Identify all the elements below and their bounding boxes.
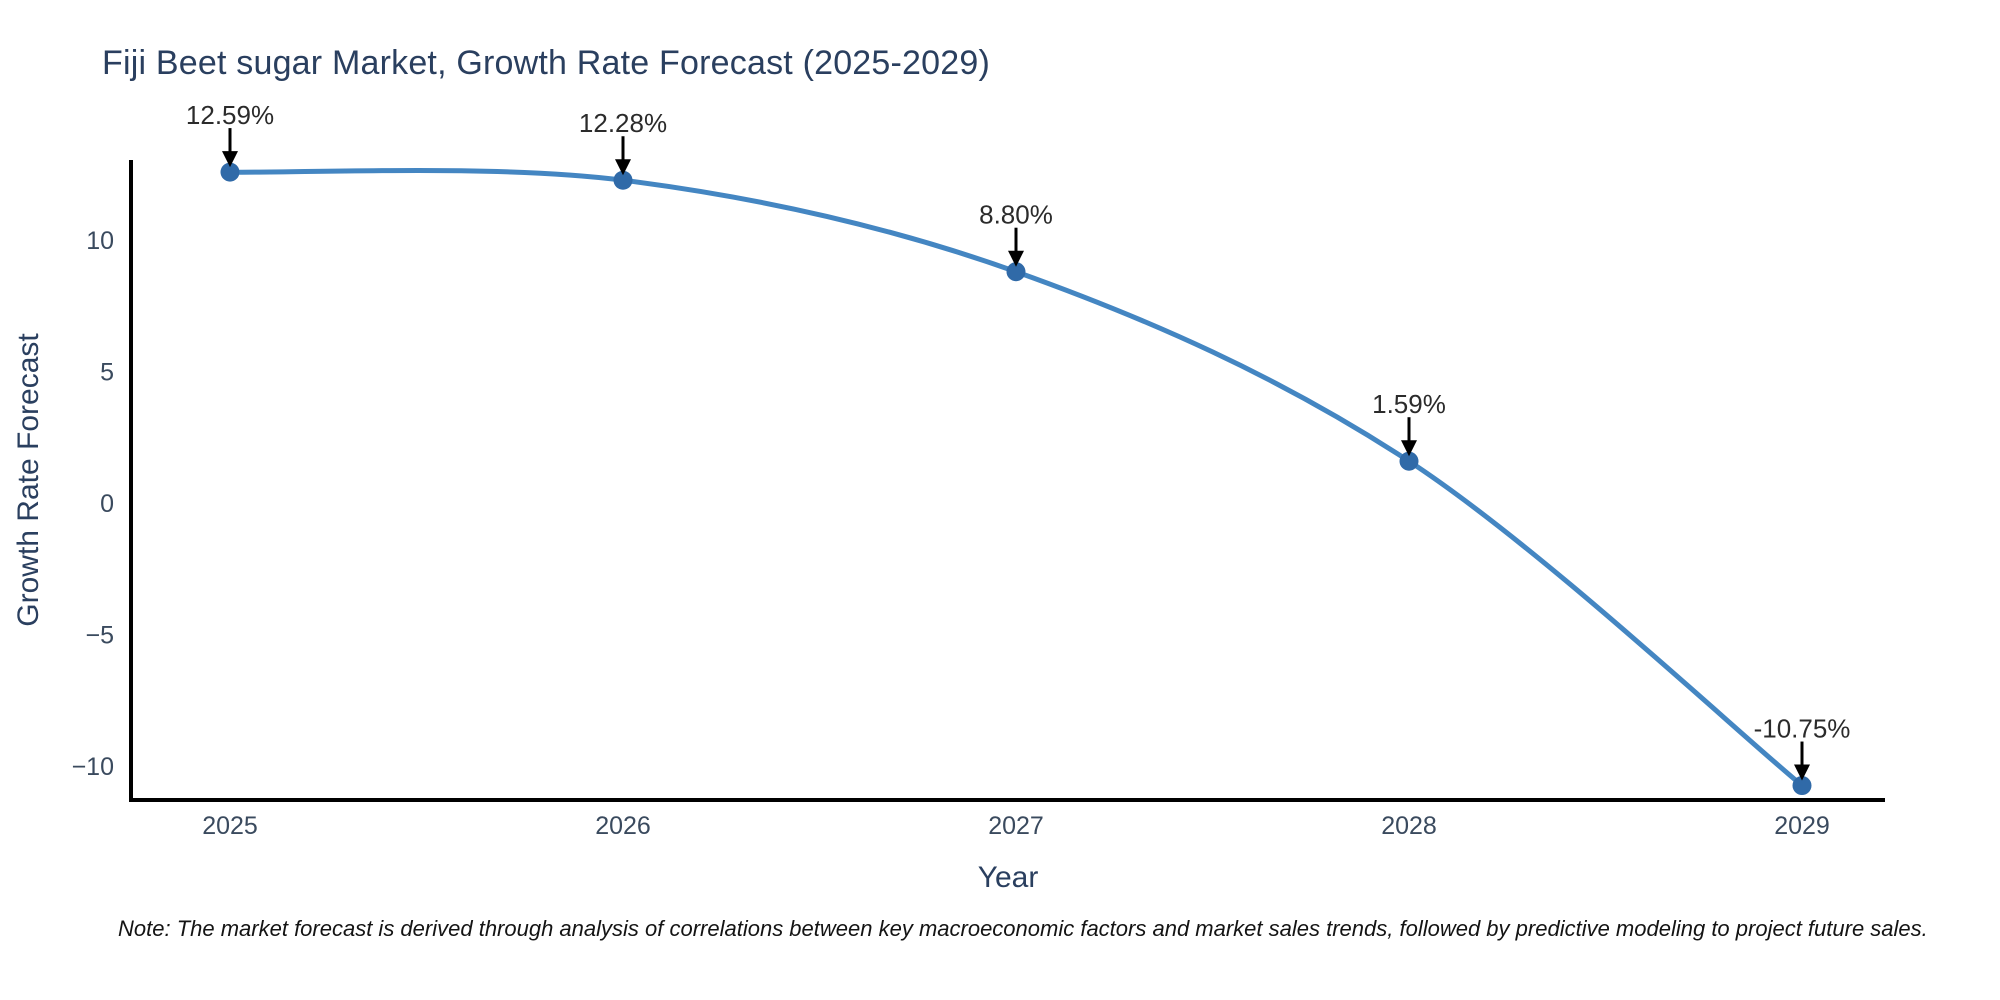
chart-title: Fiji Beet sugar Market, Growth Rate Fore… [102,44,991,82]
y-tick-label: −5 [85,621,114,649]
data-point-label: 12.28% [579,108,667,138]
data-point-label: 12.59% [186,100,274,130]
x-tick-label: 2025 [202,812,258,840]
data-point-label: 8.80% [979,200,1053,230]
annotation-arrowhead [222,151,238,168]
data-point-marker [220,162,240,182]
data-point-marker [1792,776,1812,796]
y-tick-label: 10 [86,227,114,255]
data-point-marker [1399,451,1419,471]
x-tick-label: 2029 [1774,812,1830,840]
x-tick-label: 2028 [1381,812,1437,840]
annotation-arrowhead [615,159,631,176]
x-tick-label: 2027 [988,812,1044,840]
y-tick-label: −10 [72,753,114,781]
data-point-marker [1006,262,1026,282]
x-axis-title: Year [978,861,1039,894]
y-axis-title: Growth Rate Forecast [12,333,45,627]
y-tick-label: 0 [100,490,114,518]
annotation-arrowhead [1008,250,1024,267]
annotation-arrowhead [1794,764,1810,781]
plot-area: 10 5 0 −5 −10 2025 2026 2027 2028 2029 12.59% 12.28… [72,100,1851,840]
y-tick-label: 5 [100,359,114,387]
forecast-line [227,167,1805,788]
footnote: Note: The market forecast is derived thr… [118,916,1928,941]
annotation-arrowhead [1401,440,1417,457]
data-point-marker [613,170,633,190]
data-point-label: -10.75% [1754,714,1851,744]
x-tick-label: 2026 [595,812,651,840]
data-point-label: 1.59% [1372,389,1446,419]
